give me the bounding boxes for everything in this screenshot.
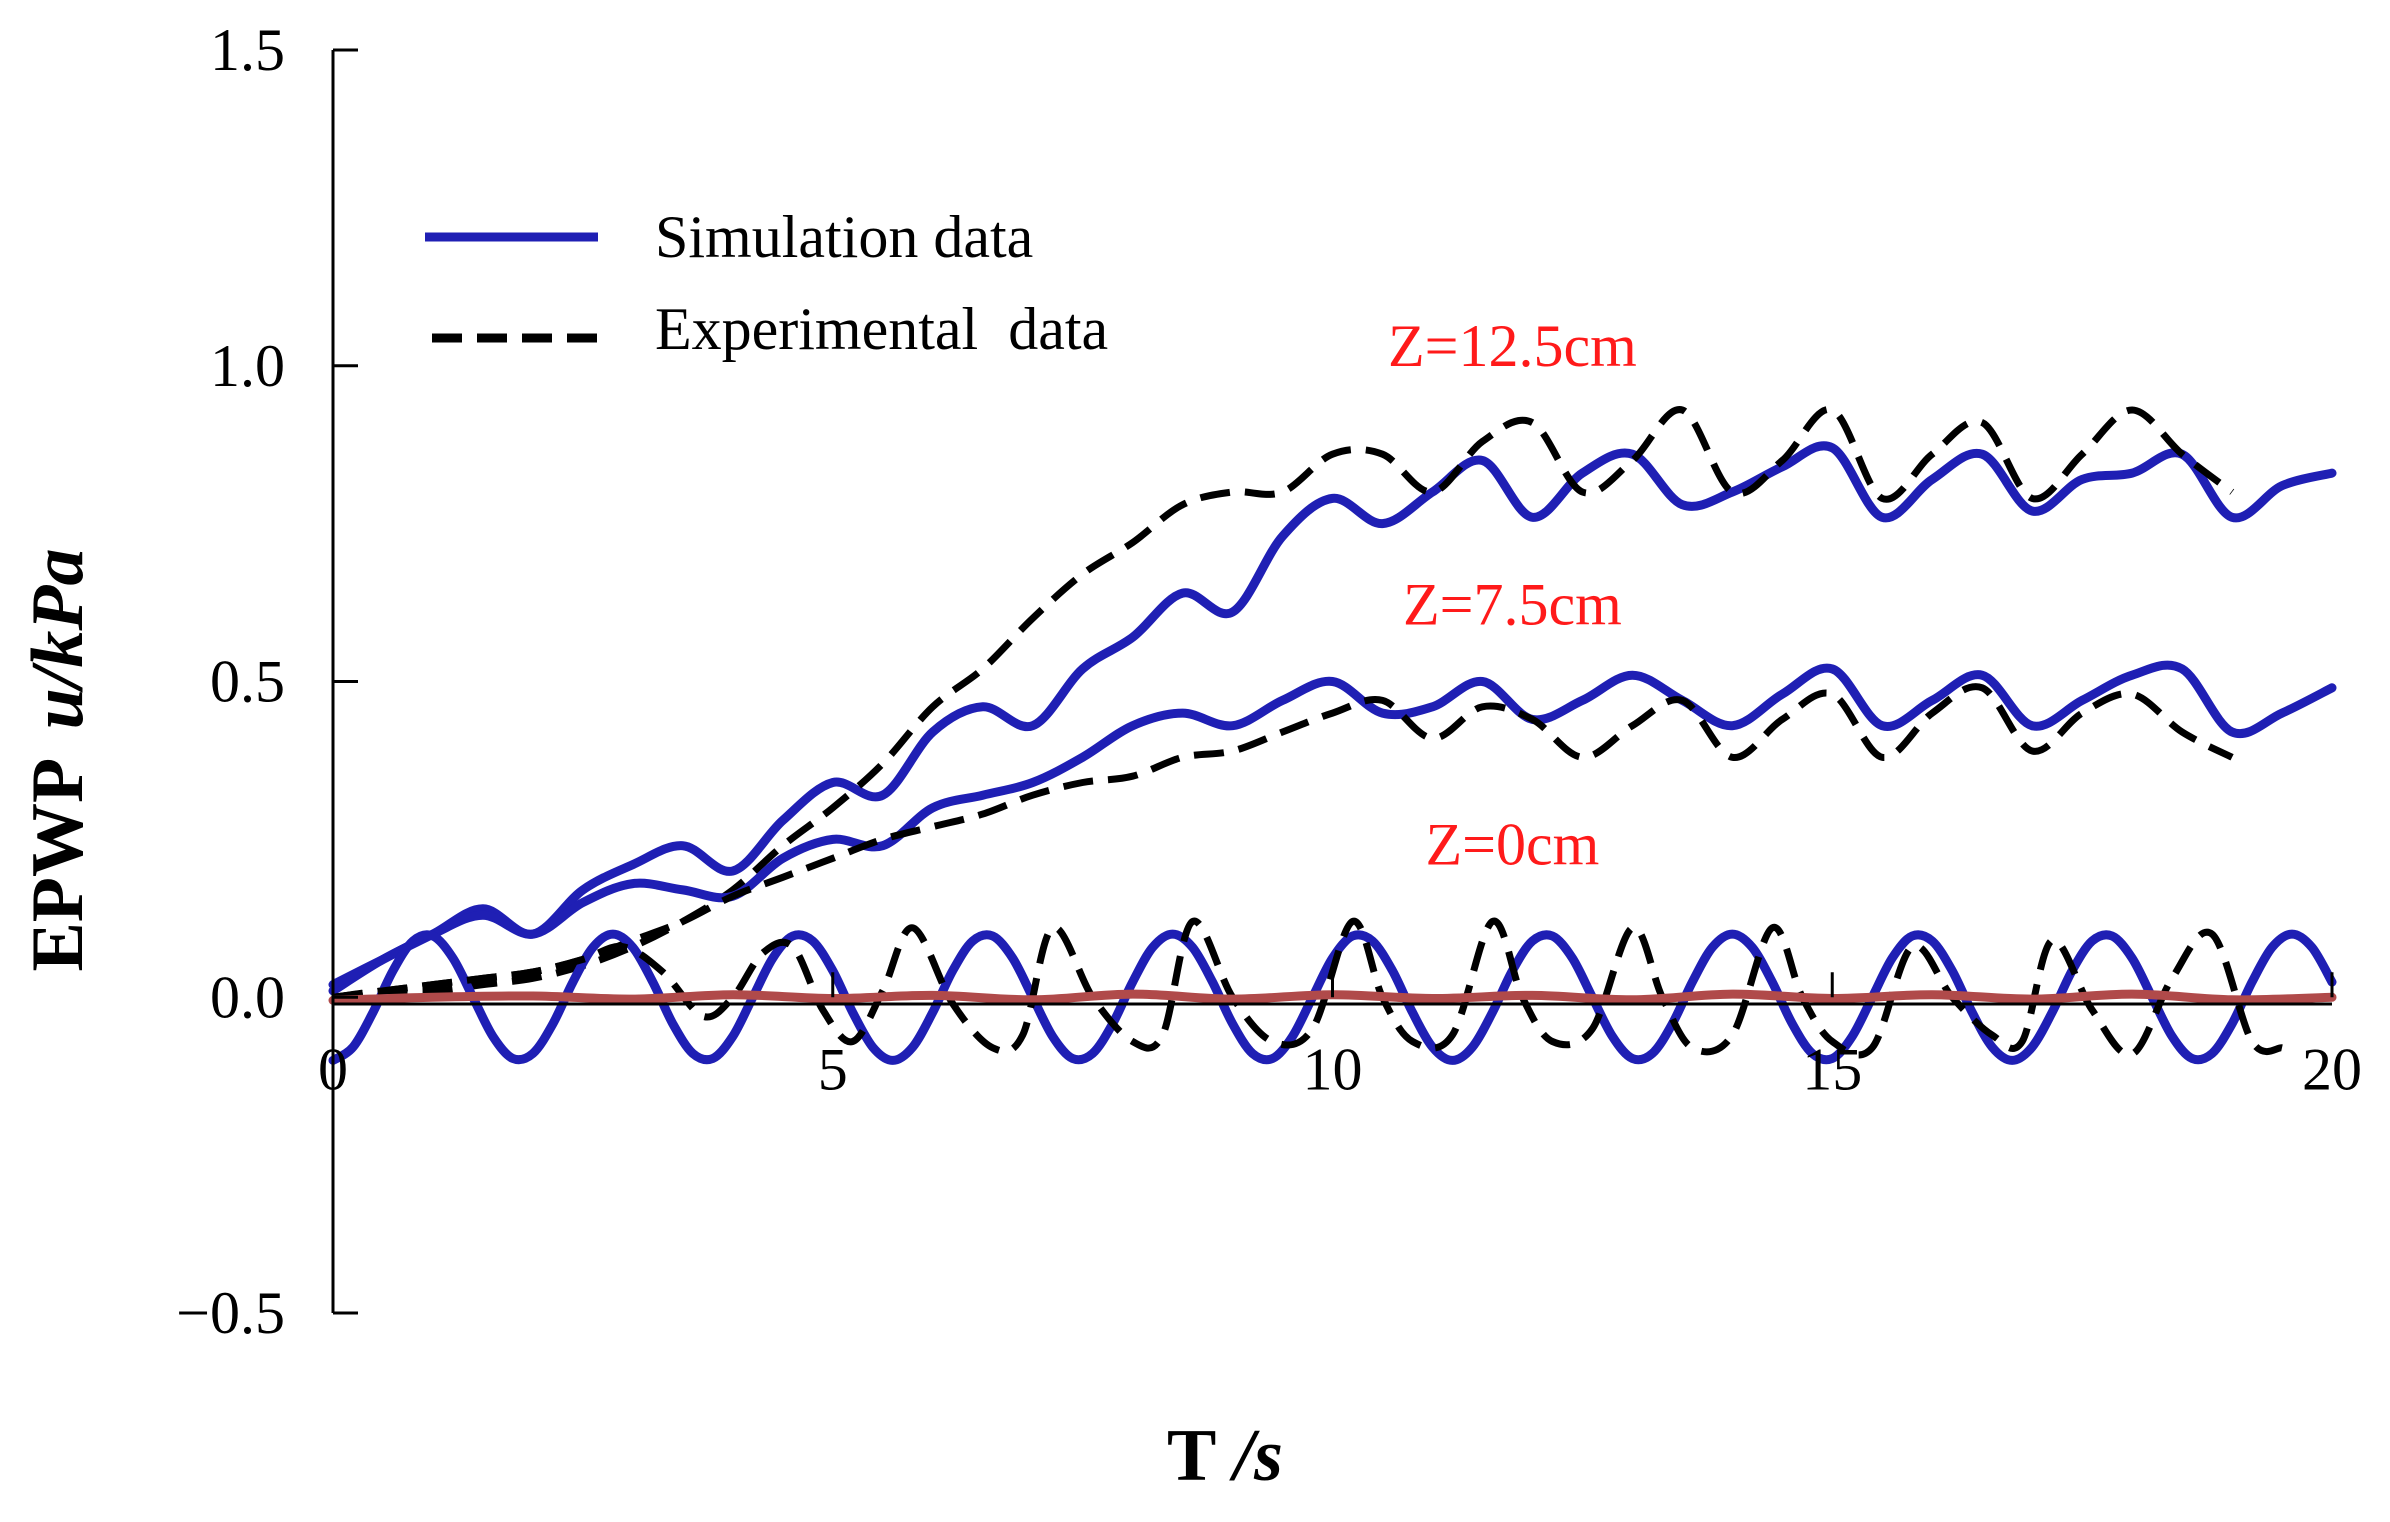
series-line-experimental-z-0cm — [332, 917, 2283, 1059]
x-axis-label-unit: /s — [1229, 1415, 1283, 1497]
series-line-simulation-z-12-5cm — [328, 441, 2337, 996]
annotation-label: Z=7.5cm — [1403, 572, 1622, 638]
y-tick-label: 1.0 — [210, 333, 285, 399]
legend-experimental-label: Experimental data — [655, 296, 1108, 362]
x-axis-label-main: T — [1167, 1415, 1216, 1497]
series-line-experimental-z-12-5cm — [332, 406, 2235, 1001]
annotation-label: Z=0cm — [1426, 812, 1600, 878]
legend: Simulation data Experimental data — [425, 204, 1108, 362]
series-layer — [328, 406, 2337, 1065]
annotation-label: Z=12.5cm — [1388, 313, 1637, 379]
annotation-layer: Z=12.5cm Z=7.5cm Z=0cm — [1388, 313, 1637, 878]
ticks-layer: 1.5 1.0 0.5 0.0 −0.5 0 5 10 15 20 — [176, 17, 2362, 1346]
x-tick-label: 10 — [1303, 1036, 1363, 1102]
series-line-experimental-z-7-5cm — [332, 683, 2234, 1001]
x-tick-label: 15 — [1802, 1036, 1862, 1102]
series-line-simulation-z-0cm — [328, 929, 2337, 1065]
series-line-simulation-z-7-5cm — [328, 660, 2337, 990]
y-axis-label: EPWP u/kPa — [17, 548, 99, 971]
x-axis-label: T /s — [1167, 1415, 1283, 1497]
x-tick-label: 20 — [2302, 1036, 2362, 1102]
y-tick-label: 0.0 — [210, 964, 285, 1030]
x-tick-label: 0 — [318, 1036, 348, 1102]
y-axis-label-unit: u/kPa — [17, 548, 99, 729]
axis-labels: T /s EPWP u/kPa — [17, 548, 1283, 1497]
y-tick-label: −0.5 — [176, 1280, 285, 1346]
y-tick-label: 1.5 — [210, 17, 285, 83]
legend-simulation-label: Simulation data — [655, 204, 1033, 270]
y-tick-label: 0.5 — [210, 649, 285, 715]
y-axis-label-main: EPWP — [17, 759, 99, 972]
x-tick-label: 5 — [818, 1036, 848, 1102]
